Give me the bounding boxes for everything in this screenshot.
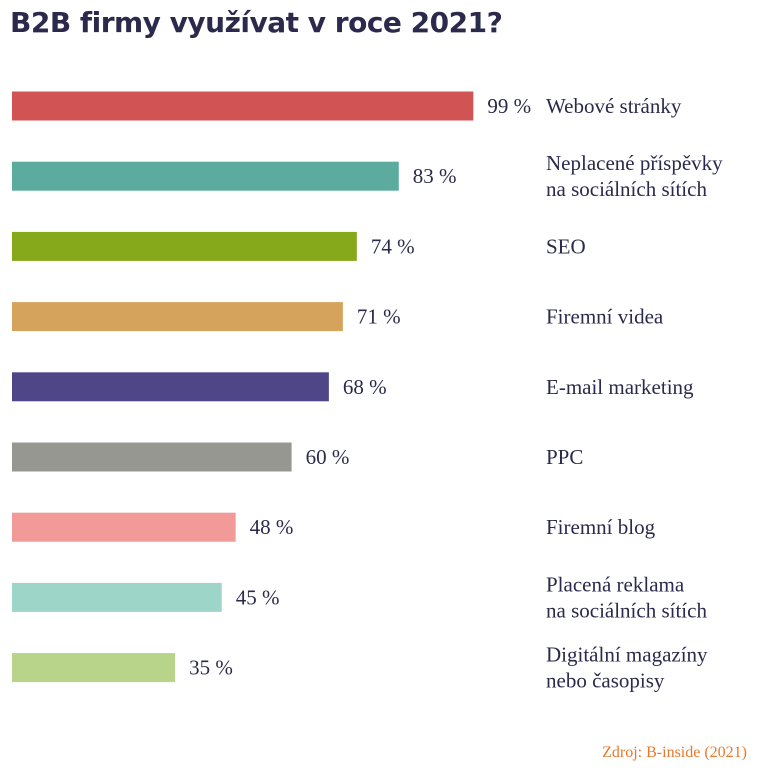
category-label-line: Placená reklama [546,572,685,596]
source-note: Zdroj: B-inside (2021) [602,744,747,761]
value-label-6: 60 % [306,445,350,469]
category-label-6: PPC [546,445,583,469]
category-label-1: Webové stránky [546,94,682,118]
bar-7 [12,512,236,542]
category-label-line: na sociálních sítích [546,177,707,201]
category-label-line: Webové stránky [546,94,682,118]
bar-6 [12,442,292,472]
bar-5 [12,372,329,402]
category-label-line: Neplacené příspěvky [546,151,723,175]
value-label-9: 35 % [189,656,233,680]
value-label-7: 48 % [250,515,294,539]
category-label-3: SEO [546,234,586,258]
category-label-line: Firemní blog [546,515,656,539]
bar-9 [12,653,176,683]
category-label-line: Digitální magazíny [546,643,708,667]
bar-3 [12,231,357,261]
category-label-line: E-mail marketing [546,375,694,399]
category-label-8: Placená reklama na sociálních sítích [546,572,707,622]
chart-title: B2B firmy využívat v roce 2021? [10,6,503,39]
bar-1 [12,91,474,121]
bar-2 [12,161,399,191]
category-label-line: PPC [546,445,583,469]
category-label-2: Neplacené příspěvky na sociálních sítích [546,151,723,201]
category-label-line: na sociálních sítích [546,598,707,622]
category-label-9: Digitální magazíny nebo časopisy [546,643,708,693]
category-label-line: Firemní videa [546,305,664,329]
value-label-2: 83 % [413,164,457,188]
bar-4 [12,302,343,332]
value-label-8: 45 % [236,585,280,609]
category-label-line: SEO [546,234,586,258]
category-label-4: Firemní videa [546,305,664,329]
category-label-7: Firemní blog [546,515,656,539]
value-label-1: 99 % [487,94,531,118]
value-label-5: 68 % [343,375,387,399]
category-label-line: nebo časopisy [546,669,665,693]
value-label-3: 74 % [371,234,415,258]
bar-8 [12,582,222,612]
value-label-4: 71 % [357,305,401,329]
category-label-5: E-mail marketing [546,375,694,399]
